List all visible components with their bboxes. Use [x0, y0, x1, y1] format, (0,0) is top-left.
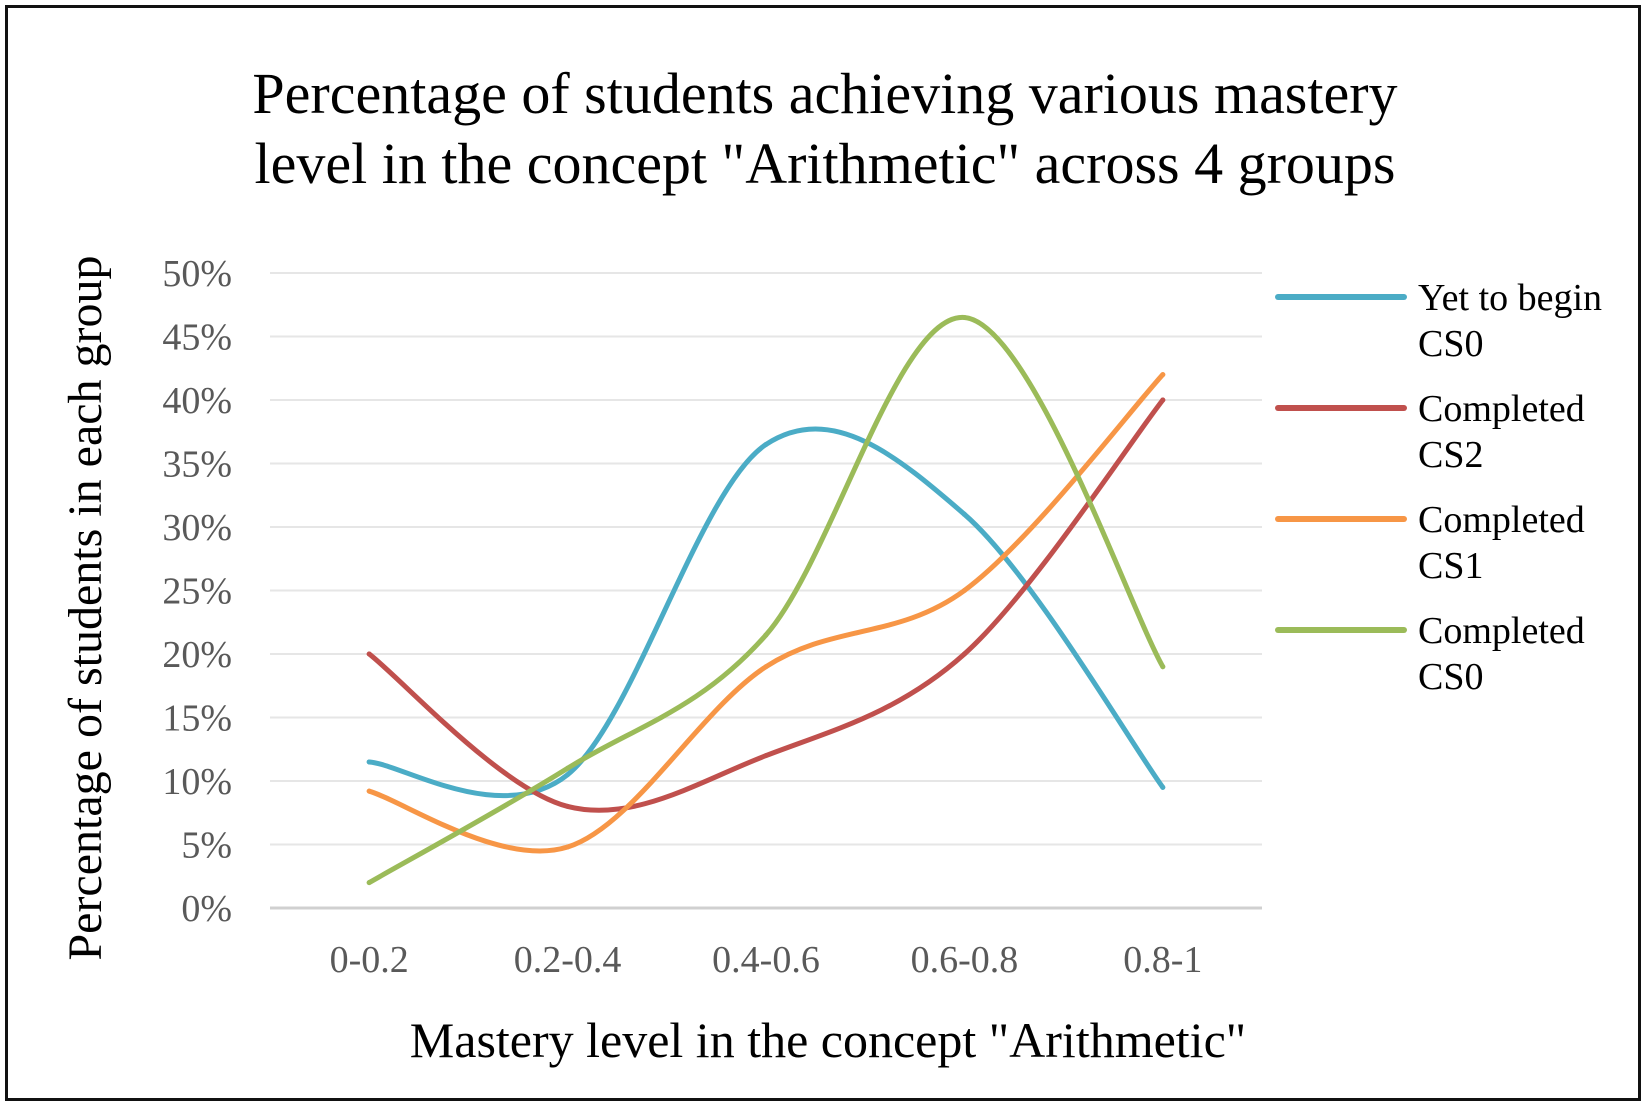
- series-line-4: [366, 314, 1166, 886]
- y-tick-label: 40%: [162, 380, 232, 422]
- data-point: [366, 759, 372, 765]
- y-tick-label: 30%: [162, 507, 232, 549]
- data-point: [565, 765, 571, 771]
- chart-title-line-1: Percentage of students achieving various…: [252, 61, 1397, 126]
- series-line-2: [366, 397, 1166, 813]
- legend-label: Completed: [1418, 610, 1585, 652]
- y-tick-label: 25%: [162, 571, 232, 613]
- y-tick-label: 5%: [181, 825, 232, 867]
- data-point: [961, 314, 967, 320]
- x-tick-label: 0.2-0.4: [514, 939, 622, 981]
- legend-label: Completed: [1418, 388, 1585, 430]
- y-tick-label: 45%: [162, 317, 232, 359]
- y-tick-label: 15%: [162, 698, 232, 740]
- y-axis-label: Percentage of students in each group: [59, 255, 112, 960]
- data-point: [961, 651, 967, 657]
- data-point: [763, 632, 769, 638]
- data-point: [961, 588, 967, 593]
- data-point: [565, 844, 571, 850]
- data-point: [1160, 397, 1166, 403]
- data-point: [1160, 664, 1166, 670]
- legend-label: CS1: [1418, 545, 1483, 587]
- legend: Yet to beginCS0CompletedCS2CompletedCS1C…: [1275, 277, 1602, 698]
- x-axis-label: Mastery level in the concept "Arithmetic…: [410, 1012, 1246, 1068]
- legend-label: CS2: [1418, 434, 1483, 476]
- legend-label: CS0: [1418, 323, 1483, 365]
- x-axis-ticks: 0-0.2 0.2-0.4 0.4-0.6 0.6-0.8 0.8-1: [330, 939, 1203, 981]
- x-tick-label: 0.6-0.8: [911, 939, 1019, 981]
- legend-label: Yet to begin: [1418, 277, 1602, 319]
- series-lines: [366, 314, 1166, 886]
- data-point: [565, 772, 571, 778]
- series-line-1: [366, 426, 1166, 799]
- chart-title-line-2: level in the concept "Arithmetic" across…: [255, 131, 1396, 196]
- legend-label: Completed: [1418, 499, 1585, 541]
- data-point: [763, 664, 769, 670]
- data-point: [366, 788, 372, 794]
- y-axis-ticks: 0% 5% 10% 15% 20% 25% 30% 35% 40% 45% 50%: [162, 253, 232, 930]
- data-point: [366, 651, 372, 657]
- y-tick-label: 20%: [162, 634, 232, 676]
- y-tick-label: 0%: [181, 888, 232, 930]
- x-tick-label: 0.8-1: [1123, 939, 1202, 981]
- y-tick-label: 35%: [162, 444, 232, 486]
- chart-frame: [5, 5, 1641, 1101]
- data-point: [565, 803, 571, 809]
- y-tick-label: 50%: [162, 253, 232, 295]
- y-tick-label: 10%: [162, 761, 232, 803]
- data-point: [763, 441, 769, 447]
- x-tick-label: 0.4-0.6: [712, 939, 820, 981]
- x-tick-label: 0-0.2: [330, 939, 409, 981]
- chart-title: Percentage of students achieving various…: [252, 61, 1397, 196]
- data-point: [961, 511, 967, 517]
- data-point: [763, 753, 769, 759]
- data-point: [366, 880, 372, 886]
- legend-label: CS0: [1418, 656, 1483, 698]
- data-point: [1160, 372, 1166, 378]
- data-point: [1160, 784, 1166, 790]
